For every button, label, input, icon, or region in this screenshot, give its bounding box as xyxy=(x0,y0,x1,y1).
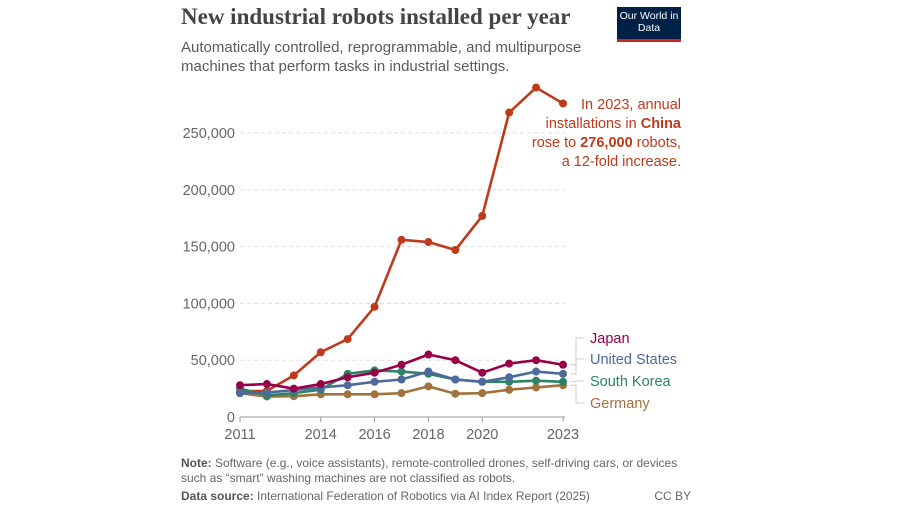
data-point xyxy=(397,367,406,376)
y-tick-label: 200,000 xyxy=(183,183,235,199)
label-connector xyxy=(570,380,584,383)
data-point xyxy=(505,385,514,394)
data-point xyxy=(424,367,433,376)
data-point xyxy=(289,384,298,393)
data-source: Data source: International Federation of… xyxy=(181,489,590,504)
label-connector xyxy=(570,358,584,375)
data-point xyxy=(316,348,325,357)
data-point xyxy=(532,376,541,385)
data-point xyxy=(343,373,352,382)
y-tick-label: 100,000 xyxy=(183,296,235,312)
data-point xyxy=(370,368,379,377)
annotation-line: rose to 276,000 robots, xyxy=(531,135,681,151)
data-point xyxy=(424,238,433,247)
annotation-line: installations in China xyxy=(545,116,681,132)
chart-title: New industrial robots installed per year xyxy=(181,4,571,29)
footer: Note: Software (e.g., voice assistants),… xyxy=(181,456,691,504)
series-label-japan: Japan xyxy=(590,331,630,347)
data-point xyxy=(397,360,406,369)
data-point xyxy=(505,373,514,382)
x-tick-label: 2018 xyxy=(412,427,444,443)
annotation-line: In 2023, annual xyxy=(581,97,681,113)
data-point xyxy=(370,302,379,311)
owid-logo[interactable]: Our World in Data xyxy=(617,7,681,42)
y-tick-label: 50,000 xyxy=(191,353,235,369)
x-tick-label: 2023 xyxy=(547,427,579,443)
y-tick-label: 250,000 xyxy=(183,126,235,142)
chart-subtitle: Automatically controlled, reprogrammable… xyxy=(181,39,582,75)
license[interactable]: CC BY xyxy=(654,489,691,503)
label-connector xyxy=(570,337,584,366)
chart-note: Note: Software (e.g., voice assistants),… xyxy=(181,456,691,486)
data-point xyxy=(451,375,460,384)
data-point xyxy=(559,369,567,378)
data-point xyxy=(236,389,244,398)
series-label-united-states: United States xyxy=(590,352,677,368)
data-point xyxy=(478,211,487,220)
data-point xyxy=(505,108,514,117)
data-point xyxy=(343,390,352,399)
data-point xyxy=(478,377,487,386)
data-point xyxy=(532,383,541,392)
data-point xyxy=(451,356,460,365)
series-label-south-korea: South Korea xyxy=(590,374,672,390)
note-label: Note: xyxy=(181,456,212,470)
x-tick-label: 2020 xyxy=(466,427,498,443)
data-point xyxy=(370,377,379,386)
annotation-line: a 12-fold increase. xyxy=(561,154,681,170)
data-point xyxy=(532,356,541,365)
data-point xyxy=(343,381,352,390)
data-point xyxy=(289,371,298,380)
data-point xyxy=(505,359,514,368)
data-point xyxy=(559,360,567,369)
data-point xyxy=(316,380,325,389)
label-connector xyxy=(570,384,584,404)
source-text: International Federation of Robotics via… xyxy=(253,489,590,503)
data-point xyxy=(532,367,541,376)
data-point xyxy=(559,99,567,108)
data-point xyxy=(478,368,487,377)
x-tick-label: 2011 xyxy=(224,427,255,443)
x-tick-label: 2014 xyxy=(305,427,337,443)
data-point xyxy=(343,335,352,344)
note-text: Software (e.g., voice assistants), remot… xyxy=(181,456,678,485)
source-label: Data source: xyxy=(181,489,254,503)
data-point xyxy=(397,375,406,384)
data-point xyxy=(262,380,271,389)
y-tick-label: 0 xyxy=(227,410,235,426)
data-point xyxy=(451,246,460,255)
x-tick-label: 2016 xyxy=(358,427,390,443)
data-point xyxy=(397,389,406,398)
data-point xyxy=(262,388,271,397)
china-annotation: In 2023, annual installations in China r… xyxy=(532,96,681,172)
series-label-germany: Germany xyxy=(590,396,650,412)
source-row: Data source: International Federation of… xyxy=(181,489,691,504)
data-point xyxy=(370,390,379,399)
data-point xyxy=(397,235,406,244)
data-point xyxy=(424,382,433,391)
y-tick-label: 150,000 xyxy=(183,240,235,256)
data-point xyxy=(559,377,567,386)
data-point xyxy=(236,381,244,390)
data-point xyxy=(532,83,541,92)
data-point xyxy=(424,350,433,359)
data-point xyxy=(451,389,460,398)
data-point xyxy=(478,389,487,398)
